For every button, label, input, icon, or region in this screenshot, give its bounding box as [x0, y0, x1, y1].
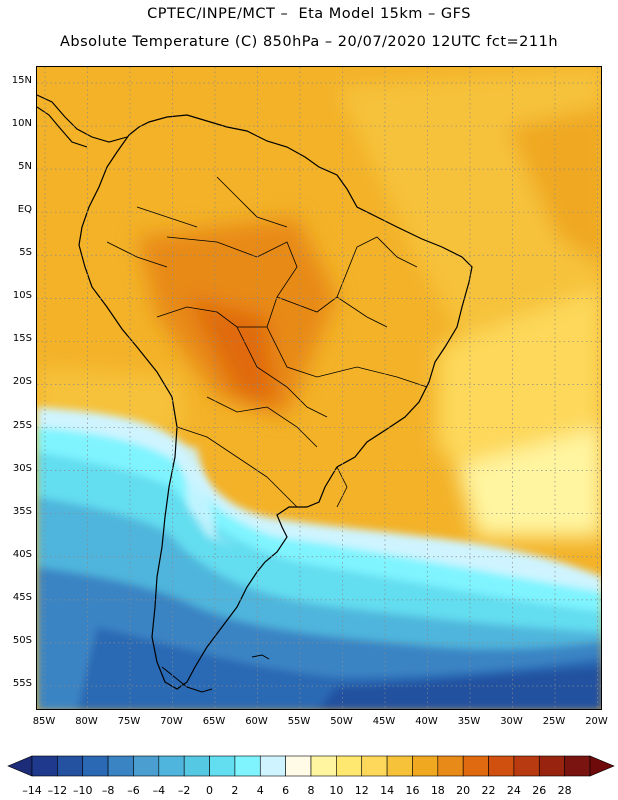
- colorbar-swatch: [158, 755, 185, 777]
- lon-label-45W: 45W: [372, 716, 396, 727]
- colorbar-swatch: [133, 755, 160, 777]
- colorbar-tick-label: –12: [47, 784, 68, 797]
- lat-label-25S: 25S: [12, 419, 32, 431]
- lon-label-40W: 40W: [415, 716, 438, 727]
- chart-title: CPTEC/INPE/MCT – Eta Model 15km – GFS: [147, 6, 471, 22]
- lat-label-5S: 5S: [19, 247, 32, 259]
- colorbar-tick-label: 4: [256, 784, 264, 797]
- colorbar-tick-label: –8: [101, 784, 115, 797]
- colorbar-swatch: [361, 755, 388, 777]
- colorbar-tick-label: 28: [557, 784, 572, 797]
- lon-label-80W: 80W: [75, 716, 98, 727]
- lon-label-65W: 65W: [202, 716, 226, 727]
- lat-label-30S: 30S: [12, 462, 32, 474]
- colorbar-tick-label: 12: [354, 784, 369, 797]
- colorbar-swatch: [259, 755, 286, 777]
- colorbar-swatch: [209, 755, 236, 777]
- lon-label-85W: 85W: [32, 716, 56, 727]
- mild-atlantic-region: [457, 427, 601, 537]
- colorbar-right-arrow: [589, 755, 615, 777]
- colorbar-left-arrow: [7, 755, 33, 777]
- colorbar-tick-label: 18: [430, 784, 445, 797]
- lat-label-5N: 5N: [18, 161, 32, 173]
- chart-subtitle: Absolute Temperature (C) 850hPa – 20/07/…: [59, 34, 559, 50]
- colorbar-swatch: [336, 755, 363, 777]
- colorbar-tick-label: 2: [231, 784, 239, 797]
- colorbar-swatch: [57, 755, 84, 777]
- lat-label-20S: 20S: [12, 376, 32, 388]
- lon-label-35W: 35W: [457, 716, 481, 727]
- lon-label-55W: 55W: [287, 716, 311, 727]
- lon-label-30W: 30W: [500, 716, 523, 727]
- map-canvas: [37, 67, 601, 709]
- colorbar-tick-label: –6: [127, 784, 140, 797]
- colorbar-tick-label: 14: [380, 784, 395, 797]
- colorbar-swatch: [513, 755, 540, 777]
- colorbar-swatch: [488, 755, 515, 777]
- lat-label-10N: 10N: [11, 118, 32, 130]
- colorbar-swatch: [285, 755, 312, 777]
- lon-label-75W: 75W: [117, 716, 141, 727]
- lat-label-EQ: EQ: [17, 204, 32, 216]
- colorbar-swatch: [564, 755, 591, 777]
- colorbar-swatch: [462, 755, 489, 777]
- lat-label-10S: 10S: [12, 290, 32, 302]
- lon-label-70W: 70W: [160, 716, 183, 727]
- colorbar-swatch: [31, 755, 58, 777]
- colorbar-tick-label: –4: [152, 784, 166, 797]
- falkland-islands: [251, 654, 270, 660]
- colorbar-tick-label: –10: [72, 784, 93, 797]
- colorbar-swatch: [183, 755, 210, 777]
- lat-label-45S: 45S: [12, 591, 32, 603]
- colorbar-swatch: [310, 755, 337, 777]
- cold-band-6: [318, 667, 601, 709]
- colorbar-tick-label: 26: [532, 784, 547, 797]
- colorbar-tick-label: –2: [177, 784, 191, 797]
- lon-label-60W: 60W: [245, 716, 268, 727]
- colorbar-swatch: [538, 755, 565, 777]
- colorbar-swatch: [82, 755, 109, 777]
- lon-label-25W: 25W: [542, 716, 566, 727]
- graticule: [37, 67, 601, 709]
- lat-label-55S: 55S: [12, 677, 32, 689]
- colorbar-tick-label: 22: [481, 784, 496, 797]
- lat-label-35S: 35S: [12, 505, 32, 517]
- south-america-coastline: [78, 114, 473, 690]
- andes-cold-tongue: [182, 447, 237, 547]
- colorbar-swatch: [412, 755, 439, 777]
- colorbar-tick-label: 6: [282, 784, 290, 797]
- lat-label-15S: 15S: [12, 333, 32, 345]
- lat-label-15N: 15N: [11, 75, 32, 86]
- colorbar-swatch: [234, 755, 261, 777]
- colorbar: [7, 755, 615, 777]
- colorbar-tick-label: 24: [506, 784, 521, 797]
- colorbar-tick-label: –14: [22, 784, 42, 797]
- colorbar-tick-label: 20: [456, 784, 471, 797]
- lat-label-40S: 40S: [12, 548, 32, 560]
- lon-label-20W: 20W: [585, 716, 608, 727]
- tierra-del-fuego: [161, 666, 213, 693]
- colorbar-swatch: [386, 755, 413, 777]
- colorbar-tick-label: 10: [329, 784, 344, 797]
- temperature-map: [36, 66, 602, 710]
- lon-label-50W: 50W: [330, 716, 353, 727]
- lat-label-50S: 50S: [12, 634, 32, 646]
- country-borders: [106, 176, 428, 508]
- colorbar-tick-label: 0: [206, 784, 214, 797]
- colorbar-swatch: [437, 755, 464, 777]
- colorbar-swatch: [107, 755, 134, 777]
- warm-pocket-atlantic: [507, 107, 601, 266]
- chaco-hot-region: [187, 297, 277, 407]
- colorbar-tick-label: 8: [307, 784, 315, 797]
- colorbar-tick-label: 16: [405, 784, 420, 797]
